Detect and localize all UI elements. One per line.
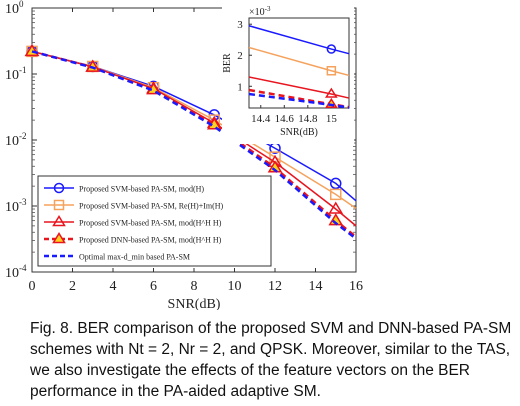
y-tick-label: 10-1 bbox=[5, 65, 27, 83]
y-tick-label: 10-3 bbox=[5, 197, 27, 215]
series-group bbox=[24, 43, 357, 240]
inset-series-line bbox=[248, 46, 350, 77]
data-point-circle bbox=[330, 177, 342, 190]
inset-x-tick-label: 14.8 bbox=[298, 113, 318, 125]
x-tick-label: 0 bbox=[29, 279, 36, 294]
inset-frame bbox=[248, 17, 350, 109]
legend-label: Proposed SVM-based PA-SM, mod(H) bbox=[79, 185, 204, 194]
data-point-triangle bbox=[52, 232, 66, 244]
inset-x-axis-label: SNR(dB) bbox=[280, 127, 318, 138]
x-tick-label: 10 bbox=[228, 279, 242, 294]
inset-x-tick-label: 14.6 bbox=[275, 113, 295, 125]
data-point-square bbox=[326, 66, 337, 76]
y-tick-label: 10-4 bbox=[5, 263, 27, 281]
inset-y-tick-label: 1 bbox=[237, 81, 243, 93]
y-tick-label: 10-2 bbox=[5, 131, 27, 149]
legend-label: Proposed DNN-based PA-SM, mod(H^H H) bbox=[79, 236, 222, 245]
data-point-square bbox=[53, 199, 65, 211]
series-line bbox=[31, 50, 357, 240]
x-tick-label: 16 bbox=[349, 279, 363, 294]
inset-series-line bbox=[248, 76, 350, 99]
inset-y-tick-label: 3 bbox=[237, 19, 243, 31]
inset-y-axis-label: BER bbox=[222, 53, 233, 73]
figure-caption: Fig. 8. BER comparison of the proposed S… bbox=[30, 320, 512, 400]
y-tick-label: 100 bbox=[5, 0, 24, 17]
data-point-circle bbox=[326, 44, 337, 54]
inset-y-tick-label: 2 bbox=[237, 50, 243, 62]
x-axis-label: SNR(dB) bbox=[168, 297, 221, 310]
data-point-triangle bbox=[324, 87, 338, 98]
ber-chart: 0 2 4 6 8 10 12 14 1610-410-310-210-1100SNR(dB)P… bbox=[5, 0, 363, 310]
data-point-triangle bbox=[328, 201, 344, 214]
x-tick-label: 8 bbox=[191, 279, 198, 294]
data-point-circle bbox=[53, 182, 65, 194]
inset-series-line bbox=[248, 25, 350, 55]
legend-label: Proposed SVM-based PA-SM, mod(H^H H) bbox=[79, 219, 222, 228]
inset-x-tick-label: 14.4 bbox=[251, 113, 271, 125]
x-tick-label: 2 bbox=[69, 279, 76, 294]
inset-series-line bbox=[248, 92, 350, 109]
data-point-triangle bbox=[52, 215, 66, 227]
x-tick-label: 12 bbox=[268, 279, 282, 294]
legend-label: Proposed SVM-based PA-SM, Re(H)+Im(H) bbox=[79, 202, 224, 211]
data-point-square bbox=[330, 188, 342, 201]
data-point-triangle bbox=[85, 59, 101, 72]
x-tick-label: 4 bbox=[110, 279, 117, 294]
inset-x-tick-label: 15 bbox=[326, 113, 338, 125]
x-tick-label: 14 bbox=[309, 279, 323, 294]
x-tick-label: 6 bbox=[150, 279, 157, 294]
legend-box bbox=[37, 175, 272, 267]
inset-series-group bbox=[248, 25, 350, 109]
legend-label: Optimal max-d_min based PA-SM bbox=[79, 253, 190, 262]
